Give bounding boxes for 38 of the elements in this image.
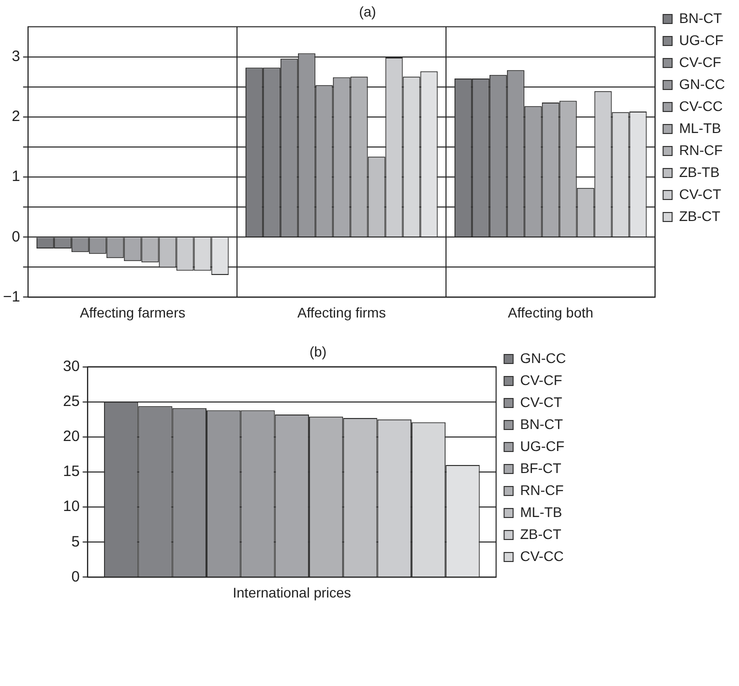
chart-title: (b) — [309, 343, 327, 360]
legend-label: BF-CT — [520, 460, 562, 476]
legend-label: ML-TB — [679, 120, 722, 136]
y-tick-label: 20 — [62, 428, 80, 446]
y-tick-label: 5 — [71, 533, 80, 550]
legend-label: BN-CT — [520, 416, 564, 432]
x-tick-label: International prices — [232, 584, 352, 600]
legend-label: CV-CT — [679, 186, 722, 202]
x-tick-label: Affecting both — [508, 304, 594, 320]
y-tick-label: 0 — [12, 228, 20, 246]
legend-label: GN-CC — [520, 350, 566, 366]
y-tick-label: 10 — [62, 498, 80, 516]
legend-label: CV-CF — [520, 372, 562, 388]
legend-label: ZB-CT — [679, 208, 721, 224]
legend-label: GN-CC — [679, 76, 726, 92]
chart-title: (a) — [358, 3, 376, 20]
legend-label: BN-CT — [679, 10, 722, 26]
y-tick-label: −1 — [2, 288, 20, 306]
y-tick-label: 25 — [62, 393, 80, 410]
y-tick-label: 1 — [12, 168, 20, 186]
legend-label: CV-CT — [520, 394, 563, 410]
y-tick-label: 0 — [71, 568, 80, 586]
x-tick-label: Affecting farmers — [80, 304, 186, 320]
legend-label: ML-TB — [520, 504, 562, 520]
legend-label: RN-CF — [520, 482, 564, 498]
legend-label: RN-CF — [679, 142, 723, 158]
y-tick-label: 15 — [62, 463, 80, 480]
legend-label: UG-CF — [520, 438, 564, 454]
y-tick-label: 2 — [12, 108, 20, 126]
y-tick-label: 30 — [62, 358, 80, 375]
x-tick-label: Affecting firms — [297, 304, 386, 320]
legend-label: CV-CF — [679, 54, 722, 70]
legend-label: ZB-CT — [520, 526, 562, 542]
legend-label: ZB-TB — [679, 164, 720, 180]
legend-label: CV-CC — [679, 98, 723, 114]
legend-label: CV-CC — [520, 548, 564, 564]
legend-label: UG-CF — [679, 32, 724, 48]
y-tick-label: 3 — [12, 48, 20, 65]
